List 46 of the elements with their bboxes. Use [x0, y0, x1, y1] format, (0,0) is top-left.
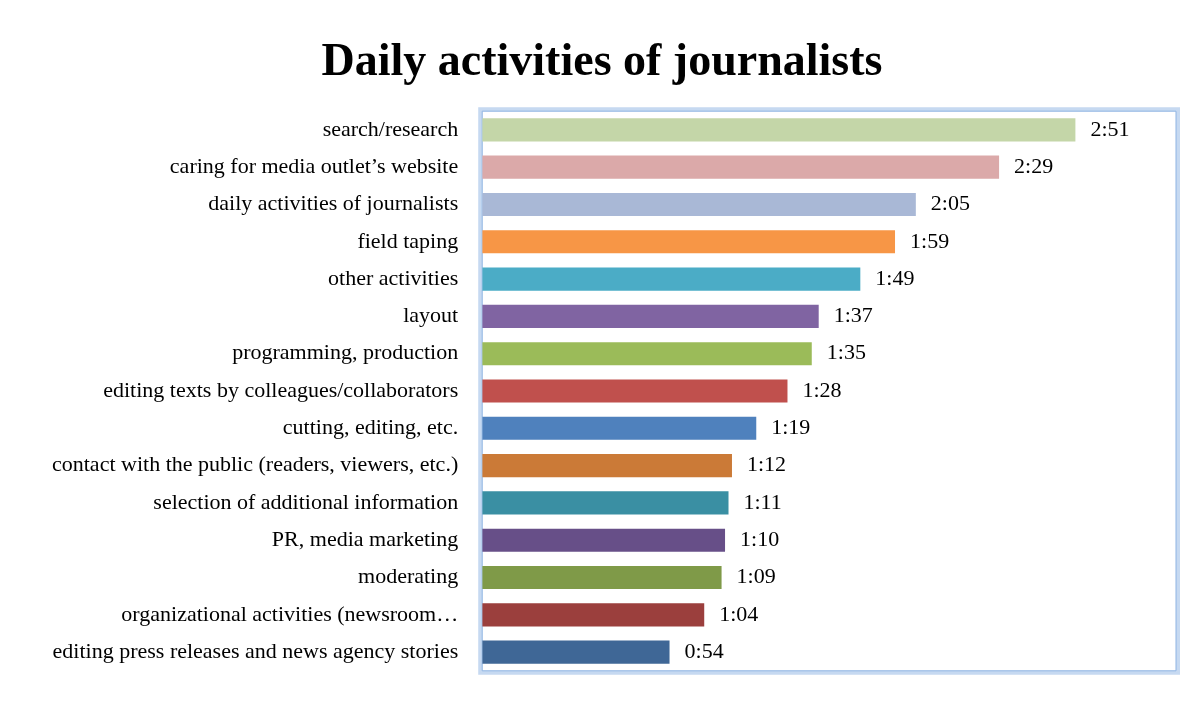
y-tick-label: layout [403, 302, 459, 328]
bar [482, 491, 729, 515]
y-tick-label: search/research [322, 115, 459, 141]
bar [482, 267, 861, 291]
y-tick-label: PR, media marketing [271, 526, 459, 552]
data-label: 1:09 [736, 563, 776, 589]
data-label: 1:10 [740, 526, 780, 552]
data-label: 0:54 [684, 637, 724, 663]
bar [482, 603, 705, 627]
bar [482, 155, 1000, 179]
data-label: 2:05 [930, 190, 970, 216]
data-label: 1:49 [875, 264, 915, 290]
y-tick-label: cutting, editing, etc. [282, 414, 459, 440]
data-label: 1:19 [771, 414, 811, 440]
data-label: 1:04 [719, 600, 759, 626]
y-tick-label: contact with the public (readers, viewers, etc.) [52, 451, 459, 477]
y-tick-label: organizational activities (newsroom… [121, 600, 459, 626]
y-tick-label: caring for media outlet’s website [169, 152, 459, 178]
bar [482, 416, 757, 440]
data-label: 1:11 [743, 488, 782, 514]
bar [482, 230, 896, 254]
y-tick-label: field taping [357, 227, 459, 253]
bar [482, 118, 1076, 142]
y-tick-label: other activities [328, 264, 459, 290]
bar [482, 528, 726, 552]
y-tick-label: daily activities of journalists [208, 190, 459, 216]
data-label: 1:35 [826, 339, 866, 365]
bar [482, 640, 670, 664]
chart-title: Daily activities of journalists [321, 34, 883, 86]
data-label: 1:12 [746, 451, 787, 477]
data-label: 2:29 [1014, 152, 1054, 178]
y-tick-label: selection of additional information [153, 488, 459, 514]
bar [482, 565, 722, 590]
y-tick-label: moderating [358, 563, 459, 589]
y-tick-label: editing texts by colleagues/collaborators [103, 376, 459, 402]
bar [482, 454, 732, 478]
data-label: 2:51 [1090, 115, 1130, 141]
bar [482, 342, 812, 366]
bar [482, 304, 819, 328]
data-label: 1:37 [833, 302, 873, 328]
data-label: 1:28 [802, 376, 842, 402]
bar [482, 192, 916, 217]
y-tick-label: programming, production [232, 339, 459, 365]
bar [482, 379, 788, 403]
y-tick-label: editing press releases and news agency stories [52, 637, 459, 663]
data-label: 1:59 [910, 227, 950, 253]
